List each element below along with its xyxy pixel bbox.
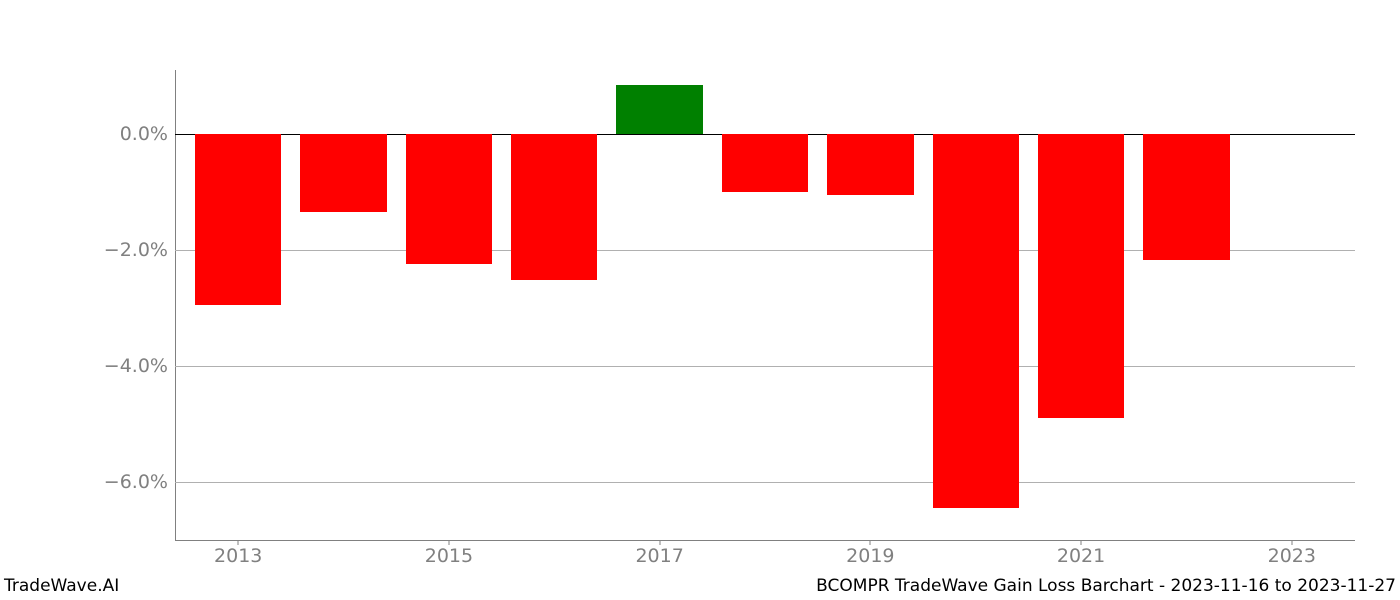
footer-caption: BCOMPR TradeWave Gain Loss Barchart - 20… [816,576,1396,596]
grid-line [175,366,1355,367]
bar [300,134,386,212]
gain-loss-barchart [175,70,1355,540]
y-tick-label: −6.0% [104,471,168,493]
y-tick-label: 0.0% [120,123,168,145]
axis-spine-bottom [175,540,1355,541]
footer-brand: TradeWave.AI [4,576,119,596]
x-tick-label: 2017 [635,545,683,567]
bar [722,134,808,192]
x-tick-label: 2015 [425,545,473,567]
y-tick-label: −2.0% [104,239,168,261]
bar [406,134,492,265]
x-tick-label: 2019 [846,545,894,567]
x-tick-label: 2013 [214,545,262,567]
grid-line [175,482,1355,483]
y-tick-label: −4.0% [104,355,168,377]
bar [933,134,1019,508]
x-tick-label: 2023 [1268,545,1316,567]
bar [195,134,281,305]
bar [827,134,913,195]
bar [1143,134,1229,260]
bar [616,85,702,134]
bar [511,134,597,280]
bar [1038,134,1124,418]
x-tick-label: 2021 [1057,545,1105,567]
